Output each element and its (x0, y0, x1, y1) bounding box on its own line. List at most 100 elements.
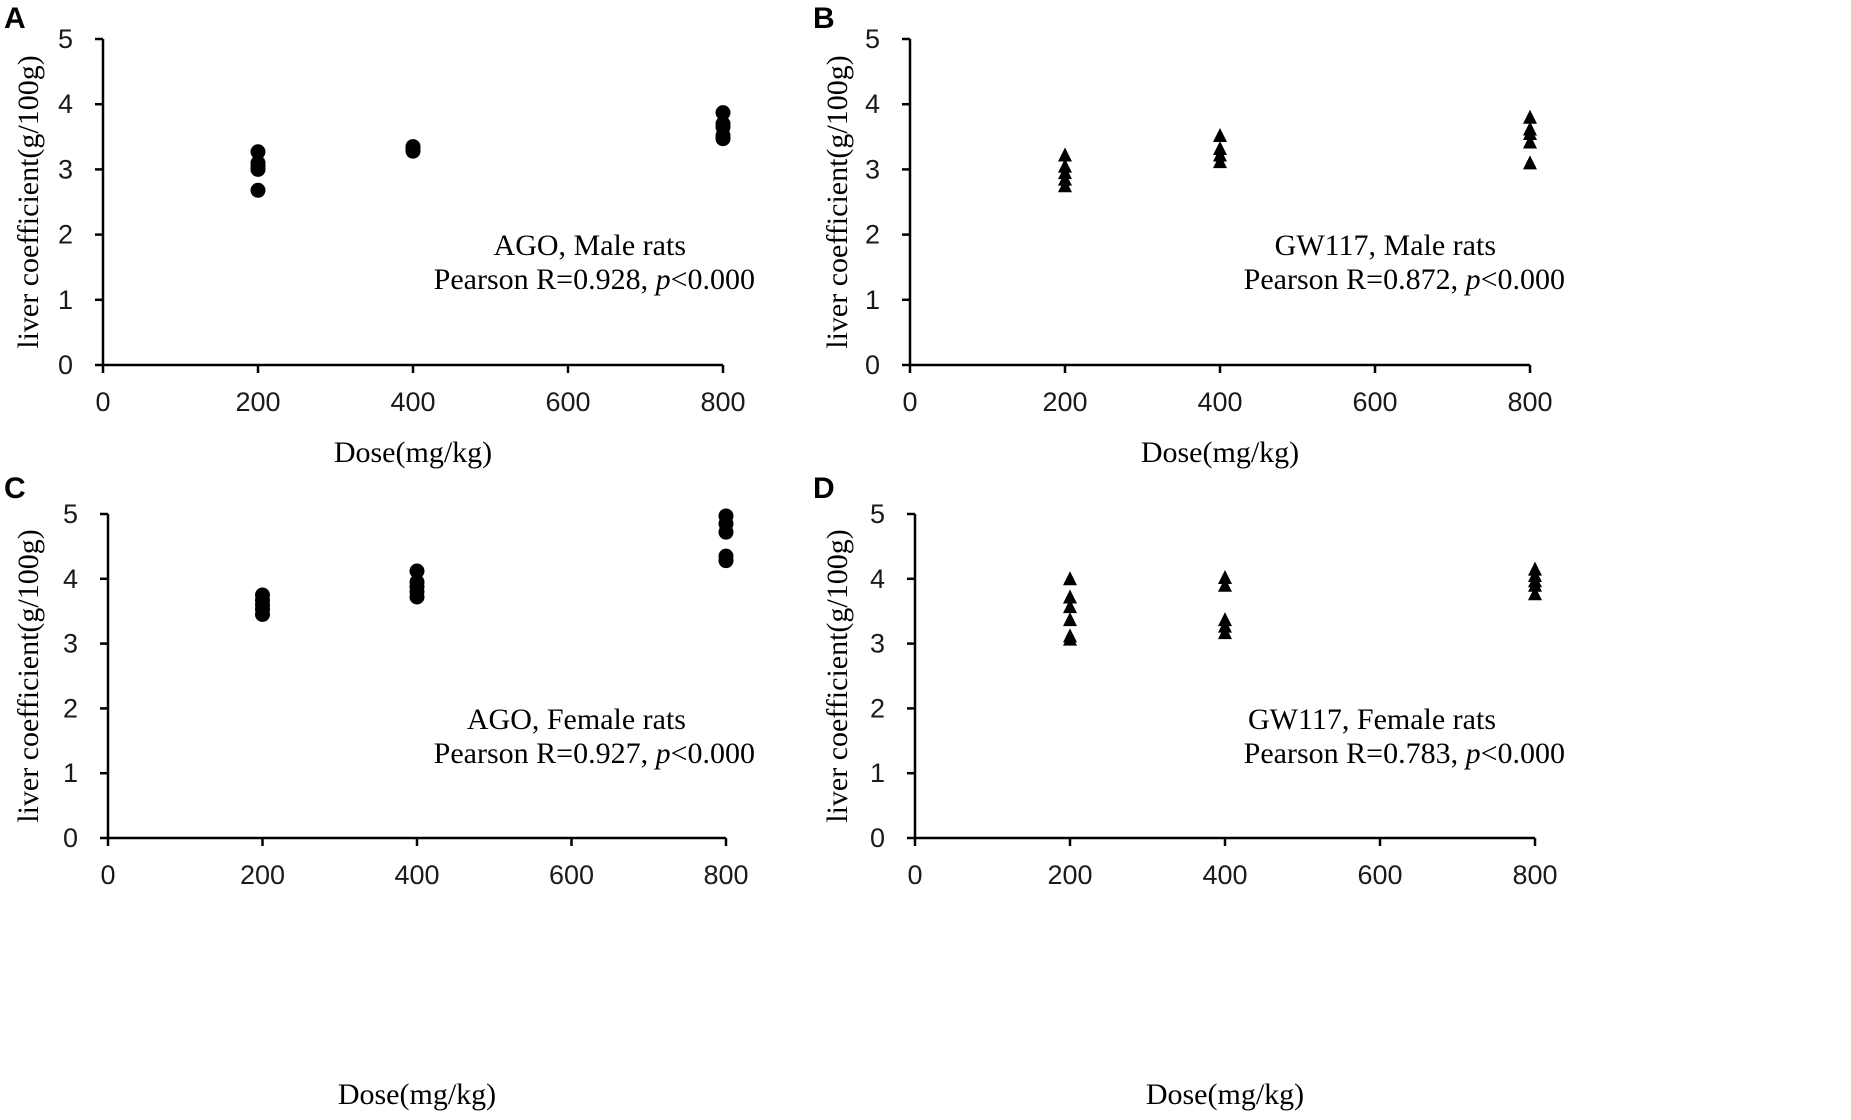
x-tick-label: 0 (902, 387, 917, 417)
y-tick-label: 3 (865, 154, 880, 184)
x-tick-label: 0 (95, 387, 110, 417)
y-tick-label: 2 (870, 693, 885, 723)
data-point (1528, 586, 1542, 601)
annotation-pearson: Pearson R=0.927, p<0.000 (434, 737, 755, 770)
p-value: <0.000 (1481, 263, 1565, 296)
panel-letter: D (813, 472, 835, 505)
p-symbol: p (654, 263, 671, 296)
x-tick-label: 600 (1352, 387, 1397, 417)
data-point (1058, 147, 1072, 162)
x-axis-title: Dose(mg/kg) (334, 436, 492, 469)
data-point (250, 144, 266, 160)
annotation-group-label: AGO, Female rats (467, 703, 686, 736)
annotation-pearson: Pearson R=0.872, p<0.000 (1244, 263, 1565, 296)
data-point (1218, 570, 1232, 585)
x-tick-label: 0 (100, 860, 115, 890)
x-axis-title: Dose(mg/kg) (1141, 436, 1299, 469)
panel-c: C 0 1 2 3 4 5 0 200 400 600 800 Dose(mg/kg) liver coe… (4, 472, 755, 1111)
x-tick-label: 0 (907, 860, 922, 890)
data-point (1063, 589, 1077, 604)
panel-letter: C (4, 472, 26, 505)
y-axis-title: liver coefficient(g/100g) (12, 55, 45, 349)
y-tick-label: 5 (63, 499, 78, 529)
panel-letter: B (813, 2, 835, 35)
pearson-r-value: Pearson R=0.928, (434, 263, 656, 296)
x-tick-label: 200 (240, 860, 285, 890)
x-tick-label: 600 (545, 387, 590, 417)
data-point (1063, 612, 1077, 627)
y-tick-label: 1 (58, 285, 73, 315)
x-tick-label: 200 (235, 387, 280, 417)
data-point (718, 548, 734, 564)
p-symbol: p (1464, 737, 1481, 770)
y-tick-label: 5 (865, 24, 880, 54)
data-point (718, 508, 734, 524)
x-tick-label: 800 (703, 860, 748, 890)
panel-b: B 0 1 2 3 4 5 0 200 400 600 800 Dose(mg/kg) liver coe… (813, 2, 1565, 469)
y-tick-label: 3 (870, 629, 885, 659)
panel-a: A 0 1 2 3 4 5 0 200 400 600 800 Dose(mg/kg) liver coe… (4, 2, 755, 469)
annotation-group-label: GW117, Male rats (1275, 229, 1496, 262)
y-tick-label: 2 (58, 220, 73, 250)
data-point (250, 182, 266, 198)
annotation-pearson: Pearson R=0.783, p<0.000 (1244, 737, 1565, 770)
y-axis-title: liver coefficient(g/100g) (821, 55, 854, 349)
x-tick-label: 400 (390, 387, 435, 417)
p-value: <0.000 (1481, 737, 1565, 770)
y-tick-label: 0 (58, 350, 73, 380)
pearson-r-value: Pearson R=0.783, (1244, 737, 1466, 770)
data-point (715, 116, 731, 132)
y-tick-label: 2 (63, 693, 78, 723)
p-symbol: p (1464, 263, 1481, 296)
annotation-pearson: Pearson R=0.928, p<0.000 (434, 263, 755, 296)
y-tick-label: 1 (870, 758, 885, 788)
panel-letter: A (4, 2, 26, 35)
x-tick-label: 800 (700, 387, 745, 417)
p-symbol: p (654, 737, 671, 770)
annotation-group-label: GW117, Female rats (1248, 703, 1496, 736)
x-tick-label: 600 (1357, 860, 1402, 890)
y-tick-label: 4 (58, 89, 73, 119)
y-tick-label: 5 (58, 24, 73, 54)
p-value: <0.000 (671, 737, 755, 770)
data-point (1523, 155, 1537, 170)
data-point (405, 139, 421, 155)
y-tick-label: 1 (63, 758, 78, 788)
pearson-r-value: Pearson R=0.872, (1244, 263, 1466, 296)
y-axis-title: liver coefficient(g/100g) (12, 529, 45, 823)
x-tick-label: 400 (394, 860, 439, 890)
y-tick-label: 4 (870, 564, 885, 594)
x-tick-label: 400 (1202, 860, 1247, 890)
data-point (1213, 127, 1227, 142)
data-point (255, 587, 270, 603)
data-point (1528, 561, 1542, 576)
x-tick-label: 800 (1507, 387, 1552, 417)
y-tick-label: 2 (865, 220, 880, 250)
y-tick-label: 3 (63, 629, 78, 659)
y-axis-title: liver coefficient(g/100g) (821, 529, 854, 823)
data-point (1213, 141, 1227, 156)
y-tick-label: 0 (865, 350, 880, 380)
data-point (1218, 577, 1232, 592)
x-tick-label: 400 (1197, 387, 1242, 417)
data-point (409, 563, 425, 579)
panel-d: D 0 1 2 3 4 5 0 200 400 600 800 Dose(mg/kg) liver coe… (813, 472, 1565, 1111)
y-tick-label: 0 (870, 823, 885, 853)
x-axis-title: Dose(mg/kg) (338, 1078, 496, 1111)
data-point (409, 574, 425, 590)
pearson-r-value: Pearson R=0.927, (434, 737, 656, 770)
data-point (1523, 121, 1537, 136)
data-point (1058, 158, 1072, 173)
y-tick-label: 1 (865, 285, 880, 315)
y-tick-label: 0 (63, 823, 78, 853)
annotation-group-label: AGO, Male rats (494, 229, 686, 262)
y-tick-label: 5 (870, 499, 885, 529)
data-point (1063, 628, 1077, 643)
data-point (1523, 134, 1537, 149)
x-axis-title: Dose(mg/kg) (1146, 1078, 1304, 1111)
p-value: <0.000 (671, 263, 755, 296)
data-point (1063, 599, 1077, 614)
data-point (1063, 571, 1077, 586)
y-tick-label: 4 (63, 564, 78, 594)
